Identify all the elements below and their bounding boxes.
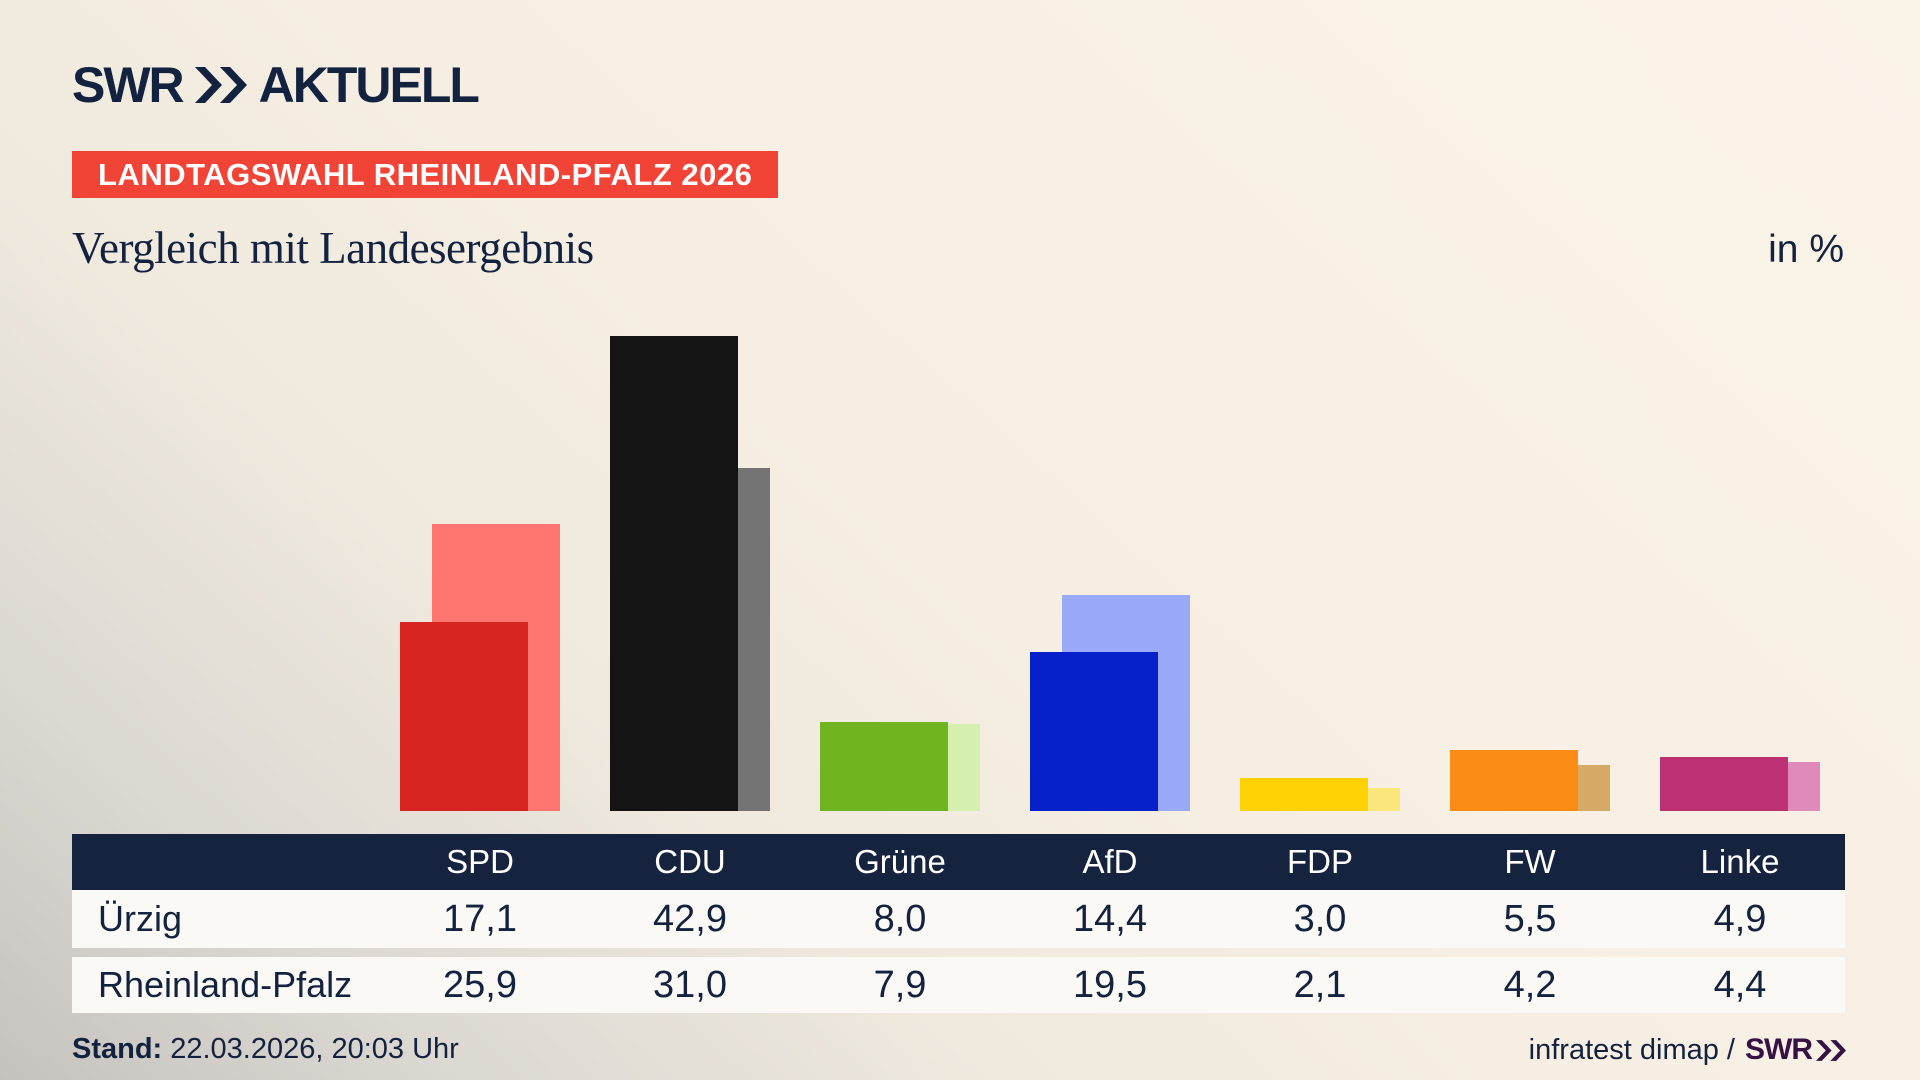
election-banner: LANDTAGSWAHL RHEINLAND-PFALZ 2026 — [72, 151, 779, 198]
bar-AfD-Ürzig — [1030, 651, 1158, 811]
bar-FW-Ürzig — [1450, 750, 1578, 811]
bar-chart — [400, 251, 1820, 811]
value-FDP: 3,0 — [1293, 897, 1347, 940]
table-header-FW: FW — [1504, 843, 1556, 880]
swr-brand-mark: SWR — [1745, 1033, 1846, 1067]
value-AfD: 14,4 — [1073, 897, 1147, 940]
value-CDU: 31,0 — [653, 963, 727, 1006]
table-header-Linke: Linke — [1700, 843, 1780, 880]
bar-Linke-Ürzig — [1660, 756, 1788, 811]
chart-title: Vergleich mit Landesergebnis — [72, 223, 594, 273]
table-row-Rheinland-Pfalz: Rheinland-Pfalz 25,9 31,0 7,9 19,5 2,1 4,2 4,4 — [72, 957, 1845, 1013]
double-chevron-icon — [194, 67, 247, 103]
logo-aktuell-text: AKTUELL — [258, 57, 480, 113]
source-credit: infratest dimap / SWR — [1529, 1033, 1846, 1067]
value-Linke: 4,4 — [1713, 963, 1767, 1006]
table-header-row: SPD CDU Grüne AfD FDP FW Linke — [72, 834, 1845, 890]
bar-CDU-Ürzig — [610, 336, 738, 811]
results-table: SPD CDU Grüne AfD FDP FW Linke Ürzig 17,1 42,9 8,… — [72, 834, 1845, 1013]
value-Grüne: 7,9 — [873, 963, 927, 1006]
value-CDU: 42,9 — [653, 897, 727, 940]
source-text: infratest dimap / — [1528, 1033, 1735, 1066]
table-header-SPD: SPD — [446, 843, 514, 880]
timestamp: Stand: 22.03.2026, 20:03 Uhr — [72, 1033, 459, 1066]
table-row-Ürzig: Ürzig 17,1 42,9 8,0 14,4 3,0 5,5 4,9 — [72, 890, 1845, 948]
source-swr-text: SWR — [1745, 1033, 1813, 1066]
value-SPD: 25,9 — [443, 963, 517, 1006]
row-label: Rheinland-Pfalz — [98, 964, 353, 1005]
bar-SPD-Ürzig — [400, 621, 528, 811]
timestamp-label: Stand: — [72, 1033, 163, 1065]
value-Grüne: 8,0 — [873, 897, 927, 940]
bar-group-SPD — [400, 251, 560, 811]
bar-group-CDU — [610, 251, 770, 811]
double-chevron-icon — [1816, 1039, 1846, 1061]
row-label: Ürzig — [98, 898, 183, 939]
value-FW: 5,5 — [1503, 897, 1557, 940]
bar-group-FW — [1450, 251, 1610, 811]
bar-group-FDP — [1240, 251, 1400, 811]
logo-swr-text: SWR — [72, 57, 185, 113]
table-header-CDU: CDU — [654, 843, 726, 880]
value-SPD: 17,1 — [443, 897, 517, 940]
unit-label: in % — [1768, 228, 1844, 271]
bar-group-Linke — [1660, 251, 1820, 811]
swr-aktuell-logo: SWR AKTUELL — [72, 57, 480, 113]
table-body: Ürzig 17,1 42,9 8,0 14,4 3,0 5,5 4,9 Rheinland-P… — [72, 890, 1845, 1013]
timestamp-value: 22.03.2026, 20:03 Uhr — [170, 1033, 459, 1065]
table-header-Grüne: Grüne — [854, 843, 946, 880]
value-FDP: 2,1 — [1293, 963, 1347, 1006]
table-header-AfD: AfD — [1082, 843, 1138, 880]
bar-Grüne-Ürzig — [820, 722, 948, 811]
value-Linke: 4,9 — [1713, 897, 1767, 940]
value-FW: 4,2 — [1503, 963, 1557, 1006]
bar-group-AfD — [1030, 251, 1190, 811]
value-AfD: 19,5 — [1073, 963, 1147, 1006]
bar-group-Grüne — [820, 251, 980, 811]
table-header-FDP: FDP — [1287, 843, 1353, 880]
bar-FDP-Ürzig — [1240, 777, 1368, 811]
